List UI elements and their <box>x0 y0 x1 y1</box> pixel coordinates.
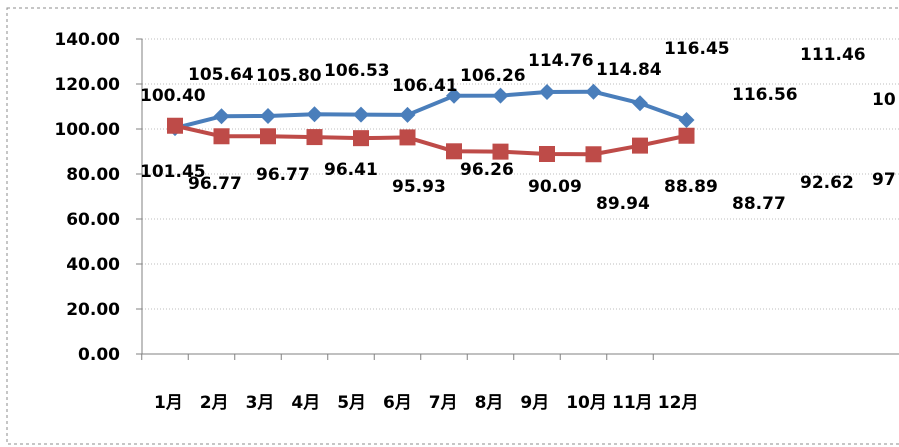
y-axis-tick-labels: 0.00 20.00 40.00 60.00 80.00 100.00 120.00 140.… <box>54 30 120 365</box>
x-tick-label: 5月 <box>337 393 366 413</box>
data-label: 105.80 <box>256 66 322 86</box>
data-point <box>539 145 555 162</box>
chart-frame <box>6 7 899 445</box>
data-label: 105.64 <box>188 65 254 85</box>
data-point <box>260 107 276 124</box>
x-tick-label: 12月 <box>658 393 699 413</box>
y-tick-label: 20.00 <box>66 300 120 320</box>
data-label: 96.41 <box>324 160 378 180</box>
data-label: 92.62 <box>800 173 854 193</box>
data-point <box>306 106 323 123</box>
data-point <box>678 127 695 144</box>
data-point <box>399 129 416 146</box>
x-tick-label: 9月 <box>520 393 549 413</box>
data-point <box>353 106 369 123</box>
data-label: 111.46 <box>800 45 866 65</box>
data-label: 88.89 <box>664 177 718 197</box>
data-label: 114.76 <box>528 51 594 71</box>
x-tick-label: 7月 <box>429 393 458 413</box>
y-tick-label: 140.00 <box>54 30 120 50</box>
x-tick-label: 11月 <box>612 393 653 413</box>
x-tick-label: 10月 <box>566 393 607 413</box>
data-label: 106.26 <box>460 66 526 86</box>
data-point <box>399 106 416 123</box>
data-label: 101.45 <box>140 162 206 182</box>
data-point <box>539 83 555 100</box>
data-label: 96.26 <box>460 160 514 180</box>
data-point <box>306 129 323 146</box>
data-label: 114.84 <box>596 60 662 80</box>
x-tick-label: 4月 <box>291 393 320 413</box>
x-tick-label: 8月 <box>475 393 504 413</box>
data-point <box>446 87 462 104</box>
data-point <box>678 112 695 128</box>
gridlines <box>142 38 899 310</box>
series-line-1 <box>174 89 688 131</box>
y-tick-label: 120.00 <box>54 75 120 95</box>
data-label: 88.77 <box>732 194 786 214</box>
x-tick-label: 1月 <box>154 393 183 413</box>
series-line-2 <box>174 123 687 157</box>
data-label: 89.94 <box>596 194 650 214</box>
x-tick-label: 2月 <box>200 393 229 413</box>
data-label: 116.56 <box>732 85 798 105</box>
data-point <box>353 130 369 147</box>
x-tick-label: 6月 <box>383 393 412 413</box>
x-axis-tick-labels: 1月 2月 3月 4月 5月 6月 7月 8月 9月 10月 11月 12月 <box>154 393 698 413</box>
series-group <box>167 83 695 163</box>
data-point <box>585 83 602 100</box>
data-point <box>632 137 648 154</box>
data-point <box>492 87 509 104</box>
data-point <box>167 117 183 134</box>
data-label: 96.77 <box>188 174 242 194</box>
y-tick-label: 100.00 <box>54 120 120 140</box>
data-label: 10 <box>872 90 896 110</box>
y-tick-label: 0.00 <box>78 345 120 365</box>
data-point <box>492 143 509 160</box>
data-point <box>585 146 602 163</box>
data-label: 90.09 <box>528 177 582 197</box>
data-label: 97 <box>872 170 896 190</box>
data-label: 116.45 <box>664 39 730 59</box>
y-tick-label: 80.00 <box>66 165 120 185</box>
data-point <box>213 108 230 125</box>
data-point <box>213 128 230 145</box>
data-point <box>632 95 648 112</box>
data-label: 100.40 <box>140 86 206 106</box>
y-tick-label: 40.00 <box>66 255 120 275</box>
data-point <box>446 143 462 160</box>
x-tick-label: 3月 <box>246 393 275 413</box>
data-label: 106.41 <box>392 76 458 96</box>
axes <box>136 38 899 360</box>
data-label: 96.77 <box>256 165 310 185</box>
data-label: 95.93 <box>392 177 446 197</box>
data-point <box>260 128 276 145</box>
data-label: 106.53 <box>324 61 390 81</box>
y-tick-label: 60.00 <box>66 210 120 230</box>
